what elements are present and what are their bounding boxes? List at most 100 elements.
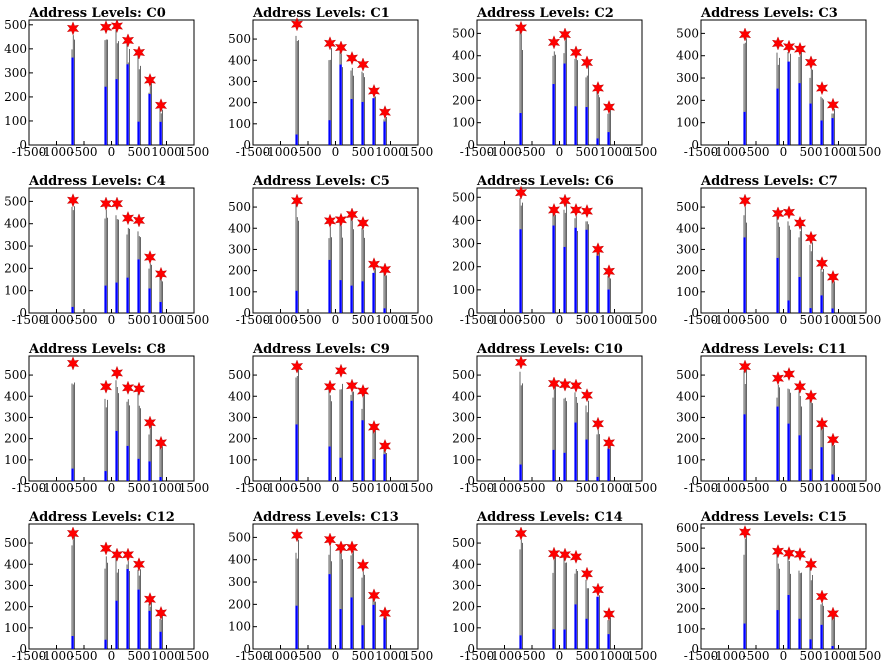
- bar: [159, 476, 162, 481]
- x-tick-label: 1000: [151, 145, 182, 159]
- bar: [585, 618, 588, 649]
- y-tick-label: 0: [467, 642, 475, 656]
- star-marker: [815, 81, 829, 96]
- star-marker: [132, 557, 146, 572]
- x-tick-label: 1500: [403, 313, 434, 327]
- y-tick-label: 400: [676, 221, 699, 235]
- x-tick-label: -1000: [39, 313, 74, 327]
- bar: [787, 594, 790, 649]
- x-tick-label: 1500: [627, 313, 658, 327]
- star-marker: [99, 20, 113, 35]
- star-marker: [771, 36, 785, 51]
- bar: [115, 79, 118, 145]
- bar: [71, 57, 74, 145]
- y-tick-label: 400: [4, 389, 27, 403]
- plot-frame: [700, 187, 867, 314]
- bar: [159, 631, 162, 649]
- star-marker: [782, 205, 796, 220]
- bar: [372, 604, 375, 649]
- bar: [350, 597, 353, 649]
- x-tick-label: 1500: [179, 145, 210, 159]
- star-marker: [356, 57, 370, 72]
- bar: [831, 646, 834, 649]
- bar: [809, 308, 812, 313]
- bar: [126, 445, 129, 481]
- x-tick-label: 1000: [375, 313, 406, 327]
- x-tick-label: -1000: [487, 313, 522, 327]
- bar: [743, 623, 746, 649]
- bar: [809, 639, 812, 649]
- bar: [798, 276, 801, 313]
- y-tick-label: 100: [452, 116, 475, 130]
- bar: [574, 604, 577, 649]
- bar: [585, 229, 588, 313]
- star-marker: [66, 21, 80, 36]
- x-tick-label: -1500: [460, 145, 495, 159]
- x-tick-label: -1500: [12, 145, 47, 159]
- plot-frame: [476, 355, 643, 482]
- star-marker: [514, 526, 528, 541]
- bar: [820, 295, 823, 313]
- star-marker: [804, 389, 818, 404]
- x-tick-label: 500: [128, 481, 151, 495]
- bar: [361, 625, 364, 649]
- x-tick-label: 1000: [375, 649, 406, 663]
- y-tick-label: 500: [452, 190, 475, 204]
- bar: [148, 610, 151, 649]
- star-marker: [591, 582, 605, 597]
- y-tick-label: 300: [676, 582, 699, 596]
- bar: [295, 290, 298, 313]
- x-tick-label: -1500: [12, 649, 47, 663]
- star-marker: [367, 257, 381, 272]
- star-marker: [771, 371, 785, 386]
- bar: [596, 476, 599, 481]
- star-marker: [547, 202, 561, 218]
- panel-title: Address Levels: C5: [252, 174, 390, 189]
- x-tick-label: -500: [743, 145, 770, 159]
- bar: [137, 458, 140, 481]
- bar: [820, 624, 823, 649]
- star-marker: [804, 55, 818, 70]
- star-marker: [569, 549, 583, 564]
- panel-title: Address Levels: C1: [252, 6, 390, 21]
- y-tick-label: 400: [676, 49, 699, 63]
- plot-frame: [476, 19, 643, 146]
- panel-c8: Address Levels: C80100200300400500-1500-…: [4, 342, 209, 495]
- bar: [115, 600, 118, 649]
- bar: [148, 288, 151, 313]
- y-tick-label: 400: [4, 217, 27, 231]
- bar: [798, 435, 801, 481]
- bar: [519, 229, 522, 313]
- star-marker: [110, 365, 124, 380]
- y-tick-label: 500: [228, 530, 251, 544]
- star-marker: [143, 415, 157, 430]
- panel-c4: Address Levels: C40100200300400500-1500-…: [4, 174, 209, 327]
- panel-c0: Address Levels: C00100200300400500-1500-…: [4, 6, 209, 159]
- star-marker: [558, 377, 572, 392]
- star-marker: [826, 97, 840, 112]
- panel-c7: Address Levels: C70100200300400500-1500-…: [676, 174, 881, 327]
- x-tick-label: 1500: [851, 145, 882, 159]
- bar: [607, 448, 610, 481]
- star-marker: [793, 41, 807, 57]
- bar: [776, 257, 779, 313]
- y-tick-label: 400: [228, 53, 251, 67]
- y-tick-label: 500: [452, 26, 475, 40]
- star-marker: [602, 264, 616, 279]
- bar: [787, 300, 790, 313]
- bar: [383, 454, 386, 481]
- star-marker: [356, 558, 370, 573]
- bar: [339, 280, 342, 313]
- x-tick-label: 0: [780, 481, 788, 495]
- star-marker: [782, 546, 796, 561]
- x-tick-label: -500: [295, 313, 322, 327]
- y-tick-label: 500: [4, 536, 27, 550]
- x-tick-label: 1000: [375, 145, 406, 159]
- bar: [328, 446, 331, 481]
- panel-title: Address Levels: C11: [700, 342, 847, 357]
- y-tick-label: 300: [452, 71, 475, 85]
- y-tick-label: 300: [228, 74, 251, 88]
- bar: [339, 457, 342, 481]
- x-tick-label: 1500: [179, 313, 210, 327]
- bar: [776, 406, 779, 481]
